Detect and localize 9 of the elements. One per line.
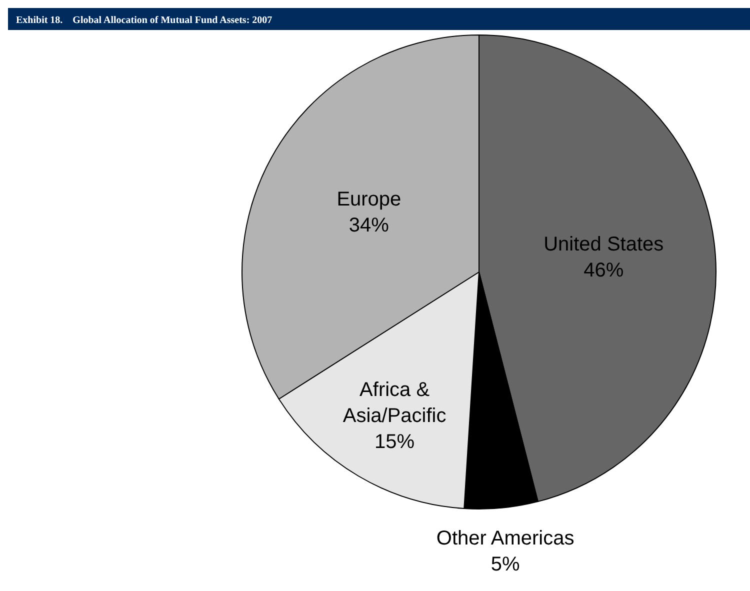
data-label: 46% <box>584 259 624 282</box>
slice-label: Europe <box>336 188 402 210</box>
slice-label: Africa & Asia/Pacific <box>342 378 446 427</box>
slice-label: United States <box>544 233 664 256</box>
data-label: 15% <box>374 430 415 453</box>
text: Exhibit 18. Global Allocation of Mutual Fund Assets: 2007 <box>16 15 272 26</box>
data-label: 34% <box>348 214 390 236</box>
data-label: 5% <box>490 553 520 576</box>
slice-label: Other Americas <box>436 527 574 550</box>
